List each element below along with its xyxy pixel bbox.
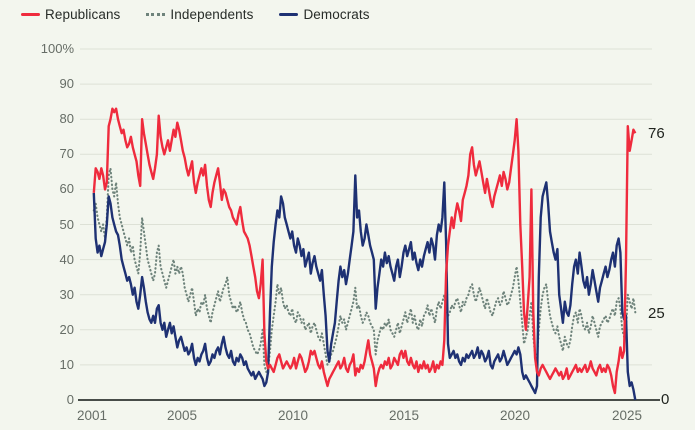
- y-tick-10: 10: [59, 357, 74, 372]
- end-label-democrats: 0: [661, 391, 670, 408]
- x-tick-2015: 2015: [388, 408, 420, 423]
- x-tick-2005: 2005: [166, 408, 198, 423]
- chart-legend: Republicans Independents Democrats: [21, 5, 370, 23]
- y-tick-50: 50: [59, 217, 74, 232]
- y-tick-100: 100%: [40, 41, 74, 56]
- y-tick-70: 70: [59, 146, 74, 161]
- x-tick-2010: 2010: [277, 408, 309, 423]
- x-tick-2020: 2020: [499, 408, 531, 423]
- independents-line: [92, 167, 637, 373]
- x-tick-2001: 2001: [76, 408, 108, 423]
- end-label-republicans: 76: [648, 125, 665, 142]
- y-tick-60: 60: [59, 181, 74, 196]
- y-tick-30: 30: [59, 287, 74, 302]
- democrats-line-swatch-icon: [279, 12, 299, 16]
- y-tick-90: 90: [59, 76, 74, 91]
- y-tick-80: 80: [59, 111, 74, 126]
- republicans-line: [92, 107, 637, 395]
- y-tick-40: 40: [59, 252, 74, 267]
- legend-item-republicans: Republicans: [21, 7, 120, 22]
- democrats-line: [92, 174, 637, 401]
- legend-label-independents: Independents: [170, 6, 254, 22]
- legend-label-republicans: Republicans: [45, 6, 121, 22]
- end-label-independents: 25: [648, 305, 665, 322]
- y-tick-20: 20: [59, 322, 74, 337]
- y-tick-0: 0: [66, 392, 74, 407]
- legend-item-independents: Independents: [146, 7, 253, 22]
- x-tick-2025: 2025: [611, 408, 643, 423]
- legend-label-democrats: Democrats: [303, 6, 370, 22]
- republicans-line-swatch-icon: [21, 12, 40, 16]
- legend-item-democrats: Democrats: [279, 6, 370, 22]
- independents-line-swatch-icon: [146, 12, 166, 16]
